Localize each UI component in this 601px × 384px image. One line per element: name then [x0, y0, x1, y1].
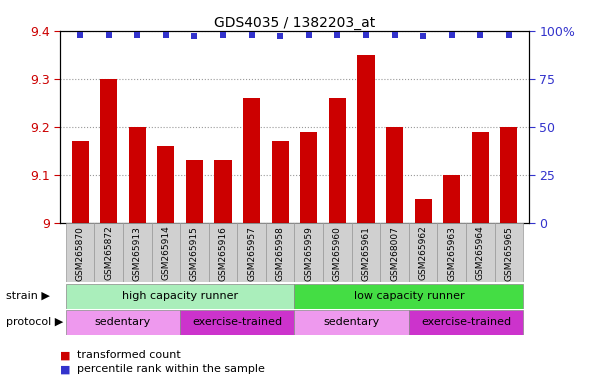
Text: GSM268007: GSM268007 [390, 226, 399, 281]
Bar [443, 175, 460, 223]
Bar [129, 127, 146, 223]
Bar [294, 310, 409, 335]
Bar [266, 223, 294, 282]
Point [447, 31, 457, 38]
Text: ■: ■ [60, 364, 70, 374]
Text: GSM265960: GSM265960 [333, 226, 342, 281]
Title: GDS4035 / 1382203_at: GDS4035 / 1382203_at [214, 16, 375, 30]
Point [104, 31, 114, 38]
Bar [352, 223, 380, 282]
Point [275, 33, 285, 40]
Text: GSM265963: GSM265963 [447, 226, 456, 281]
Bar [329, 98, 346, 223]
Bar [72, 141, 89, 223]
Point [361, 31, 371, 38]
Text: transformed count: transformed count [77, 350, 181, 360]
Point [190, 33, 200, 40]
Text: GSM265957: GSM265957 [247, 226, 256, 281]
Bar [409, 310, 523, 335]
Text: GSM265964: GSM265964 [476, 226, 485, 280]
Text: low capacity runner: low capacity runner [353, 291, 464, 301]
Point [504, 31, 514, 38]
Bar [151, 223, 180, 282]
Point [332, 31, 342, 38]
Bar [243, 98, 260, 223]
Bar [180, 310, 294, 335]
Text: GSM265872: GSM265872 [104, 226, 113, 280]
Point [418, 33, 428, 40]
Point [475, 31, 485, 38]
Bar [66, 310, 180, 335]
Text: exercise-trained: exercise-trained [421, 317, 511, 327]
Bar [157, 146, 174, 223]
Point [218, 31, 228, 38]
Bar [495, 223, 523, 282]
Text: GSM265959: GSM265959 [304, 226, 313, 281]
Bar [294, 223, 323, 282]
Text: sedentary: sedentary [95, 317, 151, 327]
Point [247, 31, 257, 38]
Bar [209, 223, 237, 282]
Bar [215, 160, 231, 223]
Point [161, 31, 171, 38]
Text: GSM265958: GSM265958 [276, 226, 285, 281]
Text: GSM265914: GSM265914 [161, 226, 170, 280]
Text: GSM265915: GSM265915 [190, 226, 199, 281]
Text: GSM265870: GSM265870 [76, 226, 85, 281]
Bar [438, 223, 466, 282]
Text: GSM265913: GSM265913 [133, 226, 142, 281]
Point [75, 31, 85, 38]
Text: percentile rank within the sample: percentile rank within the sample [77, 364, 265, 374]
Bar [409, 223, 438, 282]
Bar [66, 223, 94, 282]
Bar [386, 127, 403, 223]
Bar [472, 132, 489, 223]
Text: high capacity runner: high capacity runner [122, 291, 238, 301]
Bar [323, 223, 352, 282]
Bar [466, 223, 495, 282]
Bar [186, 160, 203, 223]
Bar [500, 127, 517, 223]
Bar [94, 223, 123, 282]
Text: ■: ■ [60, 350, 70, 360]
Bar [123, 223, 151, 282]
Bar [380, 223, 409, 282]
Text: GSM265962: GSM265962 [419, 226, 428, 280]
Bar [358, 55, 374, 223]
Point [304, 31, 314, 38]
Text: GSM265916: GSM265916 [219, 226, 228, 281]
Text: GSM265961: GSM265961 [361, 226, 370, 281]
Bar [66, 283, 294, 309]
Bar [415, 199, 432, 223]
Bar [180, 223, 209, 282]
Text: exercise-trained: exercise-trained [192, 317, 282, 327]
Point [389, 31, 399, 38]
Text: GSM265965: GSM265965 [504, 226, 513, 281]
Bar [272, 141, 288, 223]
Text: strain ▶: strain ▶ [6, 291, 50, 301]
Text: sedentary: sedentary [323, 317, 380, 327]
Bar [100, 79, 117, 223]
Text: protocol ▶: protocol ▶ [6, 317, 63, 327]
Point [132, 31, 142, 38]
Bar [300, 132, 317, 223]
Bar [237, 223, 266, 282]
Bar [294, 283, 523, 309]
